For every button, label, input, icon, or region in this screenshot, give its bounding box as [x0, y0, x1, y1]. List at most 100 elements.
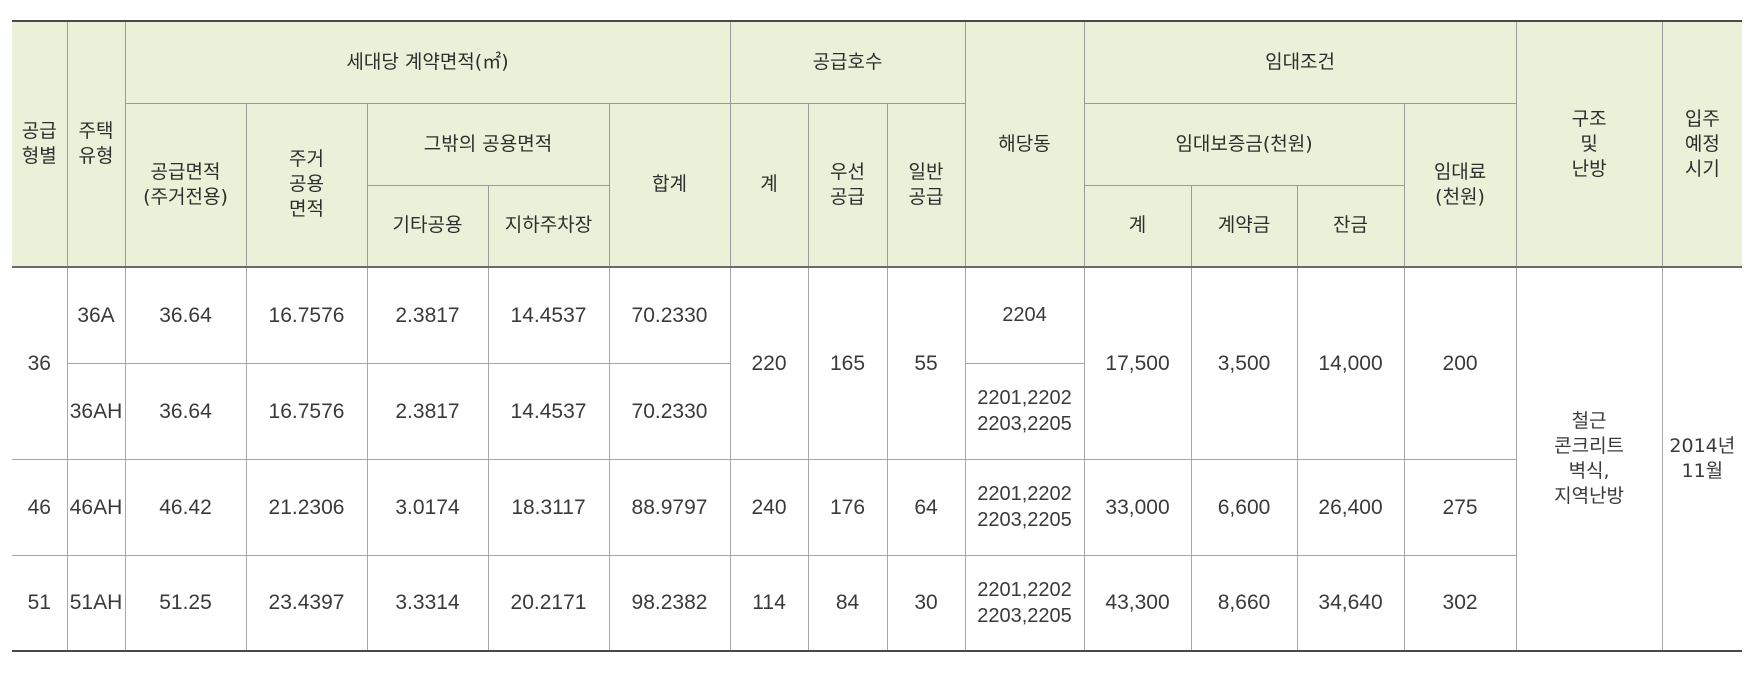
header-units-priority-line1: 우선: [830, 160, 866, 183]
cell-structure-line4: 지역난방: [1554, 485, 1625, 507]
cell-residential-common: 21.2306: [245, 459, 367, 556]
header-supply-type-line2: 형별: [21, 145, 57, 167]
header-structure-line2: 및: [1580, 132, 1598, 155]
header-units-total: 계: [729, 103, 809, 268]
cell-supply-type: 51: [12, 555, 67, 652]
cell-deposit-balance: 26,400: [1296, 459, 1405, 556]
cell-building: 2204: [964, 267, 1085, 364]
header-rent-terms: 임대조건: [1083, 20, 1517, 104]
cell-supply-area: 46.42: [124, 459, 246, 556]
header-rent-line1: 임대료: [1433, 160, 1487, 183]
table-row: 51 51AH 51.25 23.4397 3.3314 20.2171 98.…: [12, 555, 1742, 652]
header-residential-common-line2: 공용: [289, 173, 324, 196]
table-header: 공급 형별 주택 유형 세대당 계약면적(㎡) 공급호수 해당동 임대조건 구조…: [12, 20, 1743, 268]
header-house-type-line1: 주택: [78, 120, 114, 142]
header-contract-area: 세대당 계약면적(㎡): [124, 20, 731, 104]
cell-rent: 200: [1403, 267, 1517, 460]
cell-residential-common: 16.7576: [245, 363, 367, 460]
cell-area-total: 88.9797: [608, 459, 731, 556]
header-units-general-line1: 일반: [908, 160, 944, 183]
header-structure-line3: 난방: [1571, 157, 1607, 180]
header-building: 해당동: [964, 20, 1085, 268]
header-house-type: 주택 유형: [66, 20, 125, 268]
cell-supply-area: 36.64: [124, 363, 246, 460]
cell-deposit-contract: 8,660: [1190, 555, 1298, 652]
cell-structure: 철근 콘크리트 벽식, 지역난방: [1515, 267, 1663, 652]
cell-supply-type: 46: [12, 459, 67, 556]
cell-building: 2201,2202 2203,2205: [964, 363, 1085, 460]
header-deposit-contract: 계약금: [1190, 185, 1298, 268]
cell-units-general: 30: [886, 555, 966, 652]
header-move-in-line1: 입주: [1684, 107, 1720, 130]
cell-other-parking: 14.4537: [487, 267, 609, 364]
cell-building-line1: 2201,2202: [977, 387, 1072, 409]
cell-house-type: 46AH: [66, 459, 125, 556]
cell-building-line2: 2203,2205: [977, 604, 1072, 627]
table-body: 36 36A 36.64 16.7576 2.3817 14.4537 70.2…: [12, 267, 1743, 652]
cell-move-in-line1: 2014년: [1669, 435, 1736, 457]
header-residential-common-line3: 면적: [289, 198, 324, 221]
cell-other-etc: 2.3817: [366, 363, 488, 460]
cell-other-etc: 3.3314: [366, 555, 488, 652]
cell-building: 2201,2202 2203,2205: [964, 459, 1085, 556]
table-row: 36 36A 36.64 16.7576 2.3817 14.4537 70.2…: [12, 267, 1743, 652]
header-move-in-line3: 시기: [1684, 157, 1720, 180]
cell-area-total: 70.2330: [608, 267, 731, 364]
header-deposit-total: 계: [1083, 185, 1192, 268]
cell-deposit-contract: 6,600: [1190, 459, 1298, 556]
header-supply-area: 공급면적 (주거전용): [124, 103, 246, 268]
cell-units-priority: 165: [807, 267, 888, 460]
cell-rent: 302: [1403, 555, 1517, 652]
header-other-common-parking: 지하주차장: [487, 185, 609, 268]
header-move-in-line2: 예정: [1684, 132, 1720, 155]
cell-deposit-balance: 14,000: [1296, 267, 1405, 460]
header-supply-area-line1: 공급면적: [150, 160, 221, 183]
cell-structure-line3: 벽식,: [1568, 460, 1610, 482]
cell-units-general: 64: [886, 459, 966, 556]
cell-building: 2201,2202 2203,2205: [964, 555, 1085, 652]
cell-deposit-total: 33,000: [1083, 459, 1192, 556]
cell-deposit-contract: 3,500: [1190, 267, 1298, 460]
header-house-type-line2: 유형: [78, 145, 114, 167]
header-rent: 임대료 (천원): [1403, 103, 1517, 268]
header-residential-common: 주거 공용 면적: [245, 103, 367, 268]
header-deposit-balance: 잔금: [1296, 185, 1405, 268]
cell-building-line2: 2203,2205: [977, 413, 1072, 435]
header-structure-line1: 구조: [1571, 107, 1607, 130]
rental-table-wrapper: 공급 형별 주택 유형 세대당 계약면적(㎡) 공급호수 해당동 임대조건 구조…: [12, 20, 1743, 652]
cell-supply-type: 36: [12, 267, 67, 460]
header-units-general-line2: 공급: [908, 185, 944, 208]
cell-other-parking: 20.2171: [487, 555, 609, 652]
cell-building-line2: 2203,2205: [977, 509, 1072, 531]
table-row: 46 46AH 46.42 21.2306 3.0174 18.3117 88.…: [12, 459, 1742, 556]
header-other-common: 그밖의 공용면적: [366, 103, 609, 186]
cell-other-parking: 14.4537: [487, 363, 609, 460]
cell-supply-area: 51.25: [124, 555, 246, 652]
cell-deposit-total: 17,500: [1083, 267, 1192, 460]
header-structure: 구조 및 난방: [1515, 20, 1663, 268]
header-move-in: 입주 예정 시기: [1661, 20, 1743, 268]
cell-supply-area: 36.64: [124, 267, 246, 364]
cell-house-type: 36A: [66, 267, 125, 364]
cell-units-priority: 176: [807, 459, 888, 556]
header-residential-common-line1: 주거: [289, 148, 324, 171]
cell-residential-common: 16.7576: [245, 267, 367, 364]
rental-supply-table: 공급 형별 주택 유형 세대당 계약면적(㎡) 공급호수 해당동 임대조건 구조…: [12, 20, 1743, 652]
header-supply-units: 공급호수: [729, 20, 966, 104]
cell-area-total: 70.2330: [608, 363, 731, 460]
cell-house-type: 36AH: [66, 363, 125, 460]
table-row: 36AH 36.64 16.7576 2.3817 14.4537 70.233…: [12, 363, 1742, 460]
cell-units-general: 55: [886, 267, 966, 460]
cell-move-in-line2: 11월: [1681, 460, 1724, 482]
cell-structure-line1: 철근: [1571, 410, 1607, 432]
header-deposit: 임대보증금(천원): [1083, 103, 1405, 186]
header-units-priority-line2: 공급: [830, 185, 866, 208]
cell-other-etc: 3.0174: [366, 459, 488, 556]
cell-other-etc: 2.3817: [366, 267, 488, 364]
cell-building-line1: 2201,2202: [977, 483, 1072, 505]
cell-area-total: 98.2382: [608, 555, 731, 652]
header-supply-type: 공급 형별: [12, 20, 67, 268]
cell-move-in: 2014년 11월: [1661, 267, 1743, 652]
cell-units-total: 114: [729, 555, 809, 652]
cell-deposit-total: 43,300: [1083, 555, 1192, 652]
